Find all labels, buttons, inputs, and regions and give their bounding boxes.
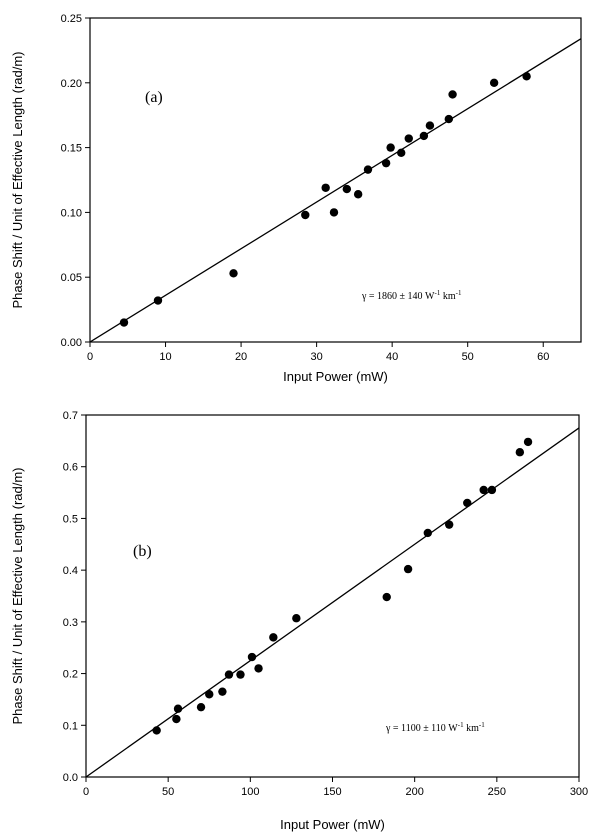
data-point xyxy=(363,165,373,174)
panel-label: (a) xyxy=(145,89,163,106)
y-tick-label: 0.10 xyxy=(61,207,82,219)
data-point xyxy=(247,652,257,662)
data-point xyxy=(382,592,391,602)
x-tick-label: 50 xyxy=(462,351,474,363)
data-point xyxy=(444,520,454,529)
data-point xyxy=(522,72,531,81)
data-point xyxy=(205,690,214,699)
panel-label: (b) xyxy=(133,543,152,560)
fit-line xyxy=(86,427,579,777)
x-tick-label: 250 xyxy=(488,786,506,798)
chart-panel-b: 0 50 100 150 200 250 300 0.0 0.1 0.2 0.3 0.4 0.5 0.6 0… xyxy=(10,410,588,832)
y-tick-label: 0.00 xyxy=(61,337,82,349)
data-point xyxy=(153,296,163,305)
y-tick-label: 0.4 xyxy=(63,565,78,577)
data-point xyxy=(224,670,234,679)
data-point xyxy=(196,702,206,712)
data-point xyxy=(463,498,472,508)
x-tick-label: 60 xyxy=(537,351,549,363)
gamma-annotation: γ = 1100 ± 110 W-1 km-1 xyxy=(385,721,485,734)
data-point xyxy=(404,134,413,143)
data-point xyxy=(381,158,391,168)
data-point xyxy=(119,318,129,327)
y-tick-label: 0.15 xyxy=(61,143,82,155)
chart-panel-a: 0 10 20 30 40 50 60 0.00 0.05 0.10 0.15 0.20 0.25 Inp… xyxy=(10,13,582,384)
data-point xyxy=(397,148,406,157)
y-tick-label: 0.05 xyxy=(61,272,82,284)
y-tick-label: 0.7 xyxy=(63,410,78,422)
x-axis-title: Input Power (mW) xyxy=(283,369,388,384)
x-tick-label: 40 xyxy=(386,351,398,363)
data-point xyxy=(321,183,330,192)
data-point xyxy=(329,208,339,217)
data-point xyxy=(386,143,395,152)
x-tick-label: 10 xyxy=(159,351,171,363)
x-tick-label: 0 xyxy=(83,786,89,798)
data-point xyxy=(269,633,278,642)
gamma-annotation-exp2: -1 xyxy=(456,289,462,297)
y-tick-label: 0.0 xyxy=(63,772,78,784)
data-point xyxy=(173,704,183,713)
x-tick-label: 150 xyxy=(323,786,341,798)
data-point xyxy=(229,269,238,278)
data-point xyxy=(342,184,352,194)
x-tick-label: 50 xyxy=(162,786,174,798)
gamma-annotation-base: γ = 1100 ± 110 W xyxy=(385,723,458,734)
x-tick-label: 20 xyxy=(235,351,247,363)
data-point xyxy=(254,664,263,673)
data-point xyxy=(353,190,363,199)
data-point xyxy=(444,114,454,124)
x-tick-label: 300 xyxy=(570,786,588,798)
data-point xyxy=(403,564,413,574)
y-tick-label: 0.6 xyxy=(63,462,78,474)
y-tick-label: 0.1 xyxy=(63,720,78,732)
y-tick-label: 0.3 xyxy=(63,617,78,629)
gamma-annotation-mid: km xyxy=(440,291,456,302)
x-axis-title: Input Power (mW) xyxy=(280,817,385,832)
data-point xyxy=(172,714,181,724)
data-point xyxy=(489,78,499,88)
data-point xyxy=(292,614,301,623)
gamma-annotation-base: γ = 1860 ± 140 W xyxy=(361,291,435,302)
data-point xyxy=(515,448,525,457)
data-point xyxy=(152,726,161,735)
y-axis-title: Phase Shift / Unit of Effective Length (… xyxy=(10,52,25,309)
data-point xyxy=(448,90,457,99)
data-point xyxy=(487,485,497,495)
x-tick-label: 200 xyxy=(405,786,423,798)
data-point xyxy=(479,485,488,495)
data-point xyxy=(423,528,433,538)
x-tick-label: 100 xyxy=(241,786,259,798)
gamma-annotation-exp1: -1 xyxy=(435,289,441,297)
plot-frame xyxy=(89,17,582,343)
plot-frame xyxy=(85,414,580,778)
y-tick-label: 0.5 xyxy=(63,513,78,525)
gamma-annotation: γ = 1860 ± 140 W-1 km-1 xyxy=(361,289,462,302)
x-tick-label: 30 xyxy=(310,351,322,363)
gamma-annotation-exp1: -1 xyxy=(458,721,464,729)
fit-line xyxy=(90,38,581,342)
y-tick-label: 0.20 xyxy=(61,78,82,90)
data-point xyxy=(236,670,245,679)
gamma-annotation-mid: km xyxy=(464,723,480,734)
gamma-annotation-exp2: -1 xyxy=(479,721,485,729)
data-point xyxy=(419,131,429,141)
data-point xyxy=(218,687,227,696)
data-point xyxy=(523,437,533,447)
y-tick-label: 0.2 xyxy=(63,669,78,681)
y-axis-title: Phase Shift / Unit of Effective Length (… xyxy=(10,468,25,725)
y-tick-label: 0.25 xyxy=(61,13,82,25)
data-point xyxy=(301,210,310,220)
data-point xyxy=(425,121,435,130)
x-tick-label: 0 xyxy=(87,351,93,363)
